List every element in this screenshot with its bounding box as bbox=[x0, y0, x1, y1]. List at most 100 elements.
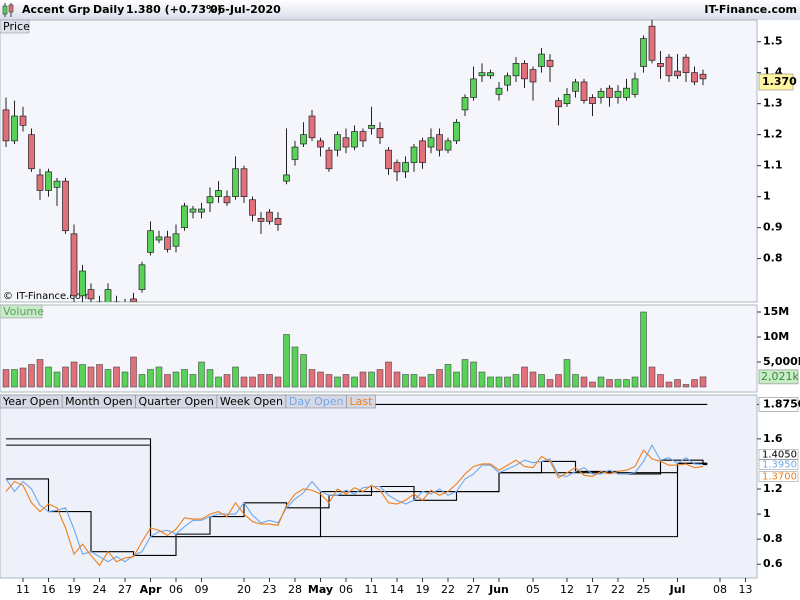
candle-body bbox=[453, 121, 460, 142]
volume-bar bbox=[206, 369, 214, 388]
volume-bar bbox=[96, 364, 103, 388]
candle-body bbox=[580, 81, 588, 101]
x-tick-label: 11 bbox=[365, 583, 379, 596]
volume-bar bbox=[419, 376, 426, 388]
candle-body bbox=[308, 115, 316, 139]
instrument-name: Accent Grp bbox=[22, 3, 90, 16]
volume-bar bbox=[317, 371, 324, 388]
candle-body bbox=[2, 109, 10, 142]
watermark: © IT-Finance.com bbox=[3, 291, 91, 302]
candle-body bbox=[223, 196, 231, 204]
volume-bar bbox=[164, 374, 171, 388]
volume-bar bbox=[546, 379, 554, 388]
candle-body bbox=[461, 97, 469, 111]
candle-body bbox=[36, 174, 44, 191]
volume-bar bbox=[325, 374, 333, 388]
candle-body bbox=[300, 134, 307, 145]
price-panel bbox=[0, 19, 758, 303]
x-tick-label: 05 bbox=[526, 583, 540, 596]
volume-bar bbox=[436, 369, 443, 388]
volume-bar bbox=[699, 376, 707, 388]
x-tick-label: 19 bbox=[416, 583, 430, 596]
y-tick-label: 10M bbox=[763, 330, 789, 343]
y-tick-label: 1.2 bbox=[763, 482, 783, 495]
panel-tab bbox=[0, 19, 30, 34]
y-tick-label: 1.1 bbox=[763, 159, 783, 172]
volume-bar bbox=[393, 371, 401, 388]
volume-bar bbox=[572, 374, 579, 388]
volume-bar bbox=[121, 371, 129, 388]
volume-bar bbox=[495, 376, 503, 388]
y-tick-label: 0.6 bbox=[763, 557, 783, 570]
candle-body bbox=[444, 140, 452, 151]
volume-bar bbox=[563, 359, 571, 388]
candle-body bbox=[427, 137, 435, 148]
candle-body bbox=[266, 211, 273, 222]
volume-bar bbox=[300, 354, 307, 388]
candle-body bbox=[206, 196, 214, 204]
volume-bar bbox=[189, 374, 197, 388]
x-tick-label: 28 bbox=[288, 583, 302, 596]
volume-bar bbox=[19, 367, 27, 388]
volume-bar bbox=[291, 346, 299, 388]
volume-bar bbox=[36, 359, 44, 388]
volume-box bbox=[758, 369, 799, 385]
candle-body bbox=[640, 38, 647, 67]
legend-tab[interactable] bbox=[346, 394, 376, 409]
x-tick-label: 08 bbox=[713, 583, 727, 596]
y-tick-label: 15M bbox=[763, 305, 789, 318]
volume-bar bbox=[147, 369, 154, 388]
volume-bar bbox=[130, 356, 137, 388]
app-icon bbox=[2, 3, 14, 17]
candle-body bbox=[470, 78, 477, 98]
volume-bar bbox=[215, 376, 222, 388]
volume-bar bbox=[529, 371, 537, 388]
candle-body bbox=[11, 115, 18, 142]
x-tick-label: 19 bbox=[67, 583, 81, 596]
candle-body bbox=[368, 125, 375, 129]
volume-bar bbox=[470, 361, 477, 388]
volume-bar bbox=[181, 369, 188, 388]
candle-body bbox=[682, 56, 690, 74]
volume-bar bbox=[198, 361, 205, 388]
volume-bar bbox=[87, 366, 95, 388]
candle-body bbox=[215, 190, 222, 197]
candle-body bbox=[393, 162, 401, 173]
candle-body bbox=[699, 73, 707, 80]
legend-label: Month Open bbox=[65, 395, 132, 408]
volume-bar bbox=[79, 364, 86, 388]
x-tick-label: 25 bbox=[637, 583, 651, 596]
candle-body bbox=[359, 131, 367, 142]
y-tick-label: 1.5 bbox=[763, 35, 783, 48]
volume-bar bbox=[351, 376, 358, 388]
candle-body bbox=[665, 56, 673, 77]
volume-bar bbox=[648, 366, 656, 388]
site: IT-Finance.com bbox=[704, 3, 797, 16]
candle-body bbox=[334, 134, 341, 151]
volume-bar bbox=[521, 366, 528, 388]
candle-body bbox=[410, 146, 418, 163]
volume-bar bbox=[657, 374, 664, 388]
value-box-label: 1.3700 bbox=[762, 472, 797, 483]
candle-body bbox=[45, 171, 52, 191]
volume-label: 2,021k bbox=[761, 370, 799, 383]
x-tick-label: 24 bbox=[93, 583, 107, 596]
volume-bar bbox=[249, 376, 256, 388]
quote: 1.380 (+0.73%) bbox=[126, 3, 222, 16]
candle-body bbox=[19, 115, 27, 126]
volume-bar bbox=[283, 334, 290, 388]
panel-label: Price bbox=[3, 20, 30, 33]
volume-bar bbox=[138, 374, 146, 388]
candle-body bbox=[691, 72, 698, 83]
period: Daily bbox=[93, 3, 124, 16]
candle-body bbox=[623, 87, 630, 98]
candle-body bbox=[436, 134, 443, 151]
volume-bar bbox=[504, 376, 511, 388]
x-tick-label: 16 bbox=[42, 583, 56, 596]
y-tick-label: 1.3 bbox=[763, 97, 783, 110]
x-tick-label: 09 bbox=[195, 583, 209, 596]
x-tick-label: 22 bbox=[441, 583, 455, 596]
volume-bar bbox=[376, 369, 384, 388]
volume-bar bbox=[113, 366, 120, 388]
